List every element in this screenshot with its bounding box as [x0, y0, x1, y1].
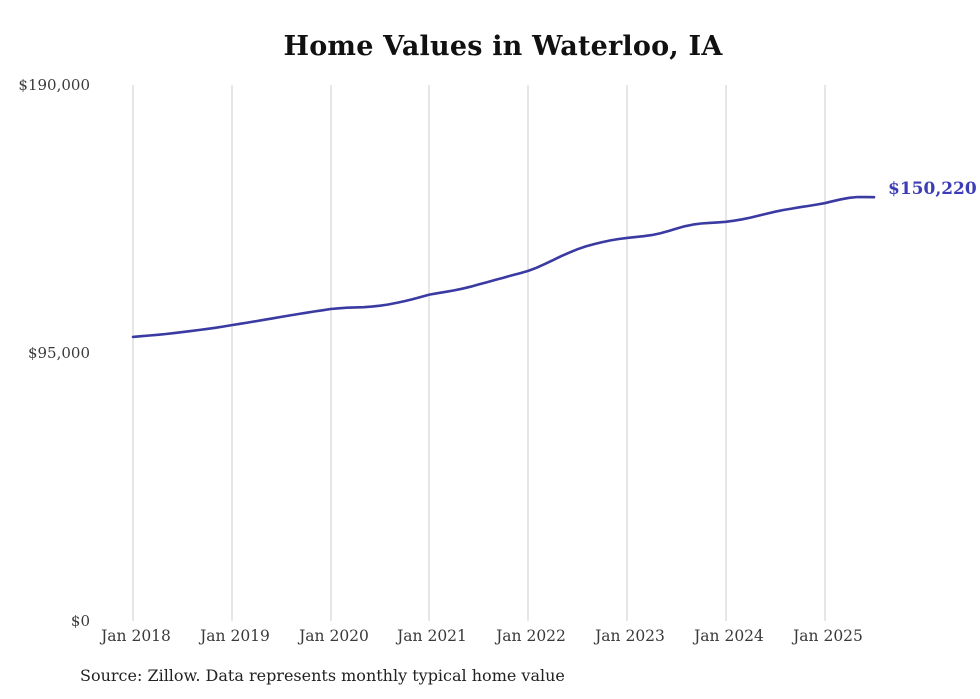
x-axis-tick-labels: Jan 2018 Jan 2019 Jan 2020 Jan 2021 Jan …: [99, 627, 863, 645]
x-tick-jan-2020: Jan 2020: [297, 627, 369, 645]
y-axis-tick-labels: $190,000 $95,000 $0: [18, 76, 90, 630]
end-value-label: $150,220: [888, 179, 977, 199]
source-note: Source: Zillow. Data represents monthly …: [80, 666, 565, 685]
y-tick-label-top: $190,000: [18, 76, 90, 94]
y-tick-label-zero: $0: [71, 612, 90, 630]
x-tick-jan-2019: Jan 2019: [198, 627, 270, 645]
x-tick-jan-2023: Jan 2023: [593, 627, 665, 645]
home-value-series-line: [131, 195, 876, 339]
x-tick-jan-2024: Jan 2024: [692, 627, 764, 645]
x-tick-jan-2021: Jan 2021: [395, 627, 467, 645]
x-tick-jan-2018: Jan 2018: [99, 627, 171, 645]
chart-title: Home Values in Waterloo, IA: [283, 31, 723, 62]
vertical-gridlines: [132, 85, 826, 621]
x-tick-jan-2025: Jan 2025: [791, 627, 863, 645]
y-tick-label-middle: $95,000: [28, 344, 90, 362]
x-tick-jan-2022: Jan 2022: [494, 627, 566, 645]
